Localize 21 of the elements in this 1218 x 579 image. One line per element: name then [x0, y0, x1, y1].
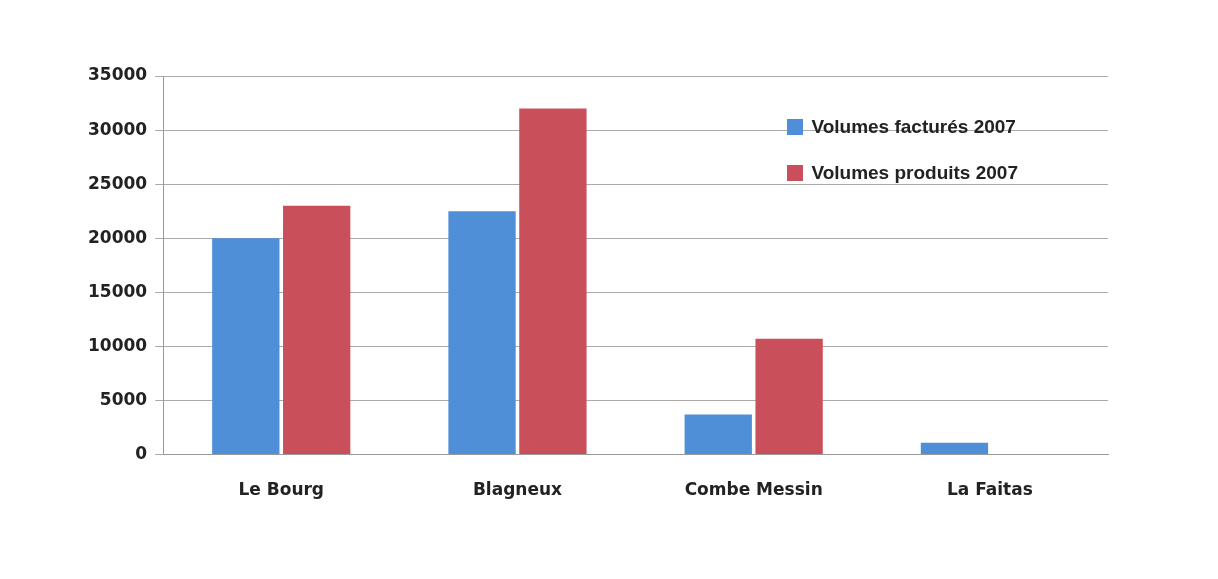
x-tick-label: Blagneux [472, 479, 563, 500]
y-tick-label: 5000 [99, 388, 148, 409]
bar [448, 211, 516, 455]
y-tick-label: 35000 [87, 64, 148, 85]
y-tick-label: 25000 [87, 172, 148, 193]
x-tick-label: Combe Messin [684, 479, 823, 500]
y-tick-label: 10000 [87, 334, 148, 355]
y-tick-label: 15000 [87, 280, 148, 301]
legend-label: Volumes produits 2007 [811, 162, 1018, 184]
x-tick-label: Le Bourg [238, 479, 325, 500]
bar [755, 338, 823, 455]
bar [684, 414, 752, 455]
legend-label: Volumes facturés 2007 [811, 116, 1016, 138]
bar [519, 108, 587, 455]
bar [212, 238, 280, 455]
y-tick-label: 20000 [87, 226, 148, 247]
bar [283, 205, 351, 455]
y-tick-label: 0 [135, 443, 148, 464]
x-tick-label: La Faitas [946, 479, 1033, 500]
y-tick-label: 30000 [87, 118, 148, 139]
bar [920, 442, 989, 455]
